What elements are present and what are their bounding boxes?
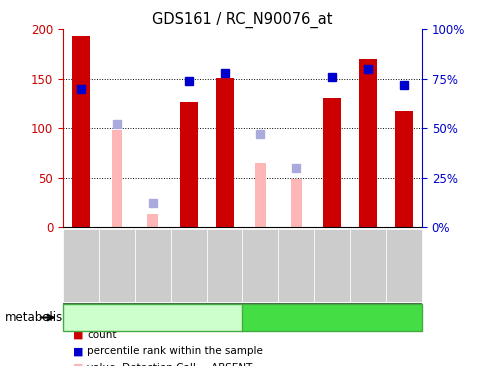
Text: count: count bbox=[87, 330, 117, 340]
Text: GSM2297: GSM2297 bbox=[148, 240, 157, 290]
Text: GSM2331: GSM2331 bbox=[398, 240, 408, 290]
Text: insulin resistant: insulin resistant bbox=[106, 311, 199, 324]
Text: GSM2311: GSM2311 bbox=[255, 240, 265, 290]
Bar bbox=[394, 111, 412, 227]
Title: GDS161 / RC_N90076_at: GDS161 / RC_N90076_at bbox=[152, 12, 332, 28]
Bar bbox=[255, 163, 265, 227]
Bar bbox=[147, 214, 158, 227]
Text: GSM2307: GSM2307 bbox=[219, 240, 229, 290]
Text: GSM2316: GSM2316 bbox=[291, 240, 301, 290]
Text: ■: ■ bbox=[73, 346, 83, 356]
Text: percentile rank within the sample: percentile rank within the sample bbox=[87, 346, 263, 356]
Text: GSM2287: GSM2287 bbox=[76, 240, 86, 290]
Bar bbox=[179, 102, 197, 227]
Bar bbox=[322, 98, 340, 227]
Bar bbox=[111, 130, 122, 227]
Text: GSM2321: GSM2321 bbox=[327, 240, 336, 290]
Bar bbox=[358, 59, 376, 227]
Text: value, Detection Call = ABSENT: value, Detection Call = ABSENT bbox=[87, 363, 252, 366]
Text: insulin sensitive: insulin sensitive bbox=[284, 311, 379, 324]
Bar bbox=[72, 36, 90, 227]
Text: GSM2326: GSM2326 bbox=[363, 240, 372, 290]
Text: GSM2302: GSM2302 bbox=[183, 240, 193, 290]
Text: GSM2292: GSM2292 bbox=[112, 240, 121, 290]
Text: metabolism: metabolism bbox=[5, 311, 75, 324]
Text: ■: ■ bbox=[73, 363, 83, 366]
Bar bbox=[215, 78, 233, 227]
Bar bbox=[290, 179, 301, 227]
Text: ■: ■ bbox=[73, 330, 83, 340]
